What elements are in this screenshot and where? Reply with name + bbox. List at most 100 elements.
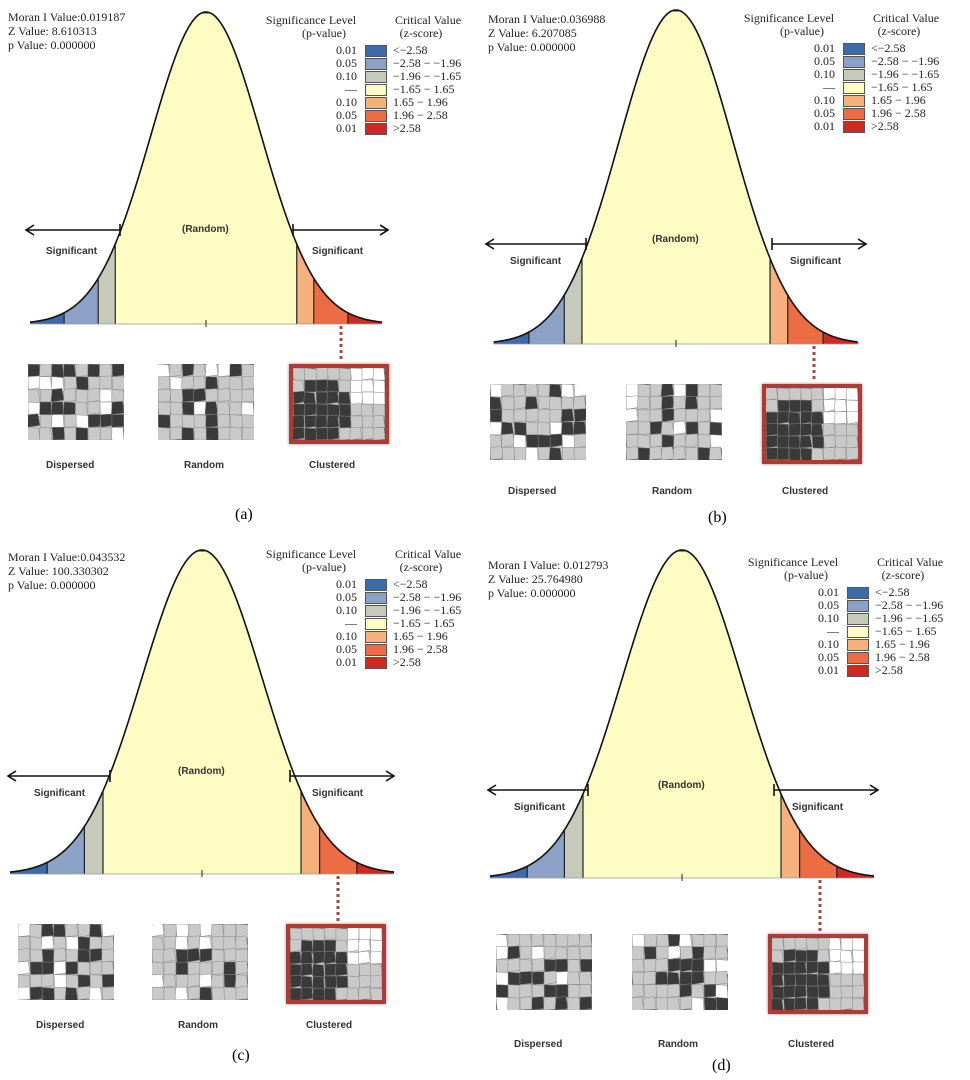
legend-p-value: — bbox=[827, 624, 839, 638]
dispersed-label: Dispersed bbox=[508, 486, 557, 497]
legend-swatch bbox=[847, 613, 869, 625]
legend-z-range: 1.96 − 2.58 bbox=[875, 650, 930, 664]
legend-swatch bbox=[365, 45, 387, 57]
legend-swatch bbox=[847, 600, 869, 612]
legend-header-significance-sub: (p-value) bbox=[302, 560, 346, 574]
dispersed-label: Dispersed bbox=[514, 1039, 563, 1050]
dispersed-pattern-map bbox=[490, 384, 586, 460]
legend-z-range: −1.65 − 1.65 bbox=[871, 80, 933, 94]
legend-row: 0.01 >2.58 bbox=[739, 119, 959, 133]
panel-caption: (d) bbox=[712, 1057, 731, 1074]
curve-region-4 bbox=[770, 258, 788, 344]
random-center-label: (Random) bbox=[178, 766, 225, 777]
dispersed-label: Dispersed bbox=[36, 1020, 85, 1031]
legend-row: — −1.65 − 1.65 bbox=[743, 624, 963, 638]
legend-row: 0.05 1.96 − 2.58 bbox=[261, 108, 481, 122]
legend-z-range: −1.96 − −1.65 bbox=[875, 611, 944, 625]
legend-z-range: −1.96 − −1.65 bbox=[393, 603, 462, 617]
legend-row: 0.10 1.65 − 1.96 bbox=[261, 95, 481, 109]
clustered-label: Clustered bbox=[309, 460, 356, 471]
legend-z-range: −2.58 − −1.96 bbox=[875, 598, 944, 612]
p-value: p Value: 0.000000 bbox=[8, 578, 96, 592]
legend-row: 0.10 −1.96 − −1.65 bbox=[261, 70, 481, 83]
legend-p-value: 0.05 bbox=[336, 108, 357, 122]
random-center-label: (Random) bbox=[658, 780, 705, 791]
legend-z-range: 1.65 − 1.96 bbox=[393, 95, 448, 109]
z-value: Z Value: 6.207085 bbox=[488, 26, 577, 40]
legend-row: 0.05 1.96 − 2.58 bbox=[261, 642, 481, 656]
legend-row: — −1.65 − 1.65 bbox=[261, 617, 481, 630]
legend-header-critical-sub: (z-score) bbox=[881, 568, 925, 582]
significant-arrow-right bbox=[289, 770, 396, 782]
moran-i-value: Moran I Value: 0.012793 bbox=[488, 558, 609, 572]
moran-i-value: Moran I Value:0.036988 bbox=[488, 12, 606, 26]
legend-header-significance: Significance Level bbox=[743, 11, 835, 25]
legend-z-range: −1.65 − 1.65 bbox=[875, 624, 937, 638]
legend-swatch bbox=[847, 665, 869, 677]
legend-p-value: 0.10 bbox=[336, 95, 357, 109]
legend-p-value: 0.01 bbox=[814, 119, 835, 133]
legend-p-value: — bbox=[345, 82, 357, 96]
z-value: Z Value: 25.764980 bbox=[488, 572, 583, 586]
p-value: p Value: 0.000000 bbox=[488, 586, 576, 600]
legend-p-value: 0.01 bbox=[336, 655, 357, 669]
legend-row: 0.01 >2.58 bbox=[743, 664, 963, 677]
stats-block: Moran I Value: 0.012793 Z Value: 25.7649… bbox=[488, 558, 608, 600]
significant-arrow-left bbox=[24, 224, 121, 236]
random-map-svg bbox=[626, 384, 722, 460]
legend-swatch bbox=[365, 97, 387, 109]
normal-curve-plot bbox=[24, 11, 390, 362]
legend-swatch bbox=[365, 657, 387, 669]
legend-p-value: 0.10 bbox=[818, 637, 839, 651]
legend-z-range: <−2.58 bbox=[871, 41, 906, 55]
legend-header-critical-sub: (z-score) bbox=[877, 24, 921, 38]
significant-arrow-left bbox=[486, 784, 589, 796]
clustered-label: Clustered bbox=[306, 1020, 353, 1031]
random-label: Random bbox=[184, 460, 224, 471]
legend-row: 0.01 <−2.58 bbox=[261, 44, 481, 57]
legend-header-significance: Significance Level bbox=[265, 547, 357, 561]
clustered-pattern-map bbox=[289, 364, 389, 444]
legend-swatch bbox=[847, 652, 869, 664]
dispersed-pattern-map bbox=[18, 924, 114, 1000]
legend-p-value: 0.10 bbox=[814, 93, 835, 107]
panel-caption: (a) bbox=[235, 506, 253, 523]
legend-z-range: <−2.58 bbox=[393, 577, 428, 591]
curve-region-2 bbox=[84, 790, 103, 874]
dispersed-pattern-map bbox=[496, 934, 592, 1010]
legend-row: 0.05 −2.58 − −1.96 bbox=[261, 590, 481, 604]
moran-i-value: Moran I Value:0.019187 bbox=[8, 10, 126, 24]
random-pattern-map bbox=[632, 934, 728, 1010]
legend-row: 0.01 >2.58 bbox=[261, 122, 481, 135]
legend-swatch bbox=[843, 95, 865, 107]
legend-p-value: 0.05 bbox=[814, 54, 835, 68]
legend-p-value: 0.10 bbox=[336, 603, 357, 617]
legend-z-range: −2.58 − −1.96 bbox=[393, 590, 462, 604]
legend-swatch bbox=[365, 644, 387, 656]
clustered-label: Clustered bbox=[782, 486, 829, 497]
legend-row: 0.10 1.65 − 1.96 bbox=[743, 637, 963, 651]
legend-row: 0.01 <−2.58 bbox=[261, 577, 481, 591]
legend-header-significance: Significance Level bbox=[747, 555, 839, 569]
stats-block: Moran I Value:0.036988 Z Value: 6.207085… bbox=[488, 12, 605, 54]
legend-z-range: 1.96 − 2.58 bbox=[393, 108, 448, 122]
legend-swatch bbox=[843, 121, 865, 133]
curve-outline bbox=[493, 9, 858, 343]
random-pattern-map bbox=[152, 924, 248, 1000]
legend-swatch bbox=[365, 631, 387, 643]
legend-p-value: 0.05 bbox=[336, 642, 357, 656]
z-value: Z Value: 8.610313 bbox=[8, 24, 97, 38]
legend-row: 0.10 1.65 − 1.96 bbox=[261, 629, 481, 643]
curve-region-4 bbox=[301, 790, 320, 874]
normal-curve-plot bbox=[6, 549, 396, 922]
legend-p-value: 0.10 bbox=[336, 629, 357, 643]
legend-swatch bbox=[365, 618, 387, 630]
curve-region-3 bbox=[583, 550, 781, 878]
curve-region-3 bbox=[103, 550, 301, 874]
clustered-map-svg bbox=[290, 928, 382, 1000]
random-center-label: (Random) bbox=[182, 224, 229, 235]
legend-swatch bbox=[365, 71, 387, 83]
legend-row: — −1.65 − 1.65 bbox=[739, 80, 959, 94]
legend-p-value: 0.10 bbox=[818, 611, 839, 625]
legend-swatch bbox=[847, 587, 869, 599]
